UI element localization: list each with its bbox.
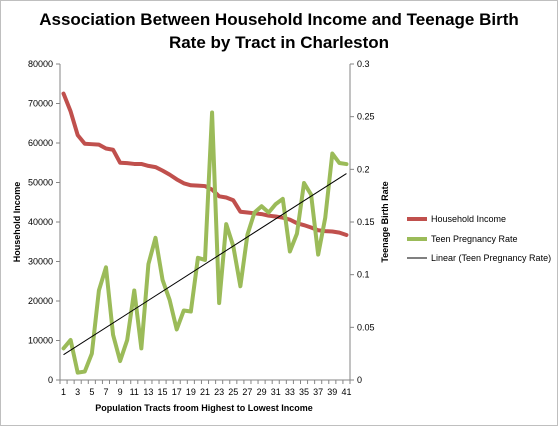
x-tick-label: 35 xyxy=(299,387,309,397)
y-left-tick-label: 70000 xyxy=(28,99,53,109)
x-tick-label: 29 xyxy=(257,387,267,397)
legend-label-teen-pregnancy-rate: Teen Pregnancy Rate xyxy=(431,234,518,244)
x-tick-label: 5 xyxy=(89,387,94,397)
x-tick-label: 19 xyxy=(186,387,196,397)
x-tick-label: 3 xyxy=(75,387,80,397)
y-left-tick-label: 60000 xyxy=(28,138,53,148)
y-left-tick-label: 80000 xyxy=(28,59,53,69)
y-axis-right-title: Teenage Birth Rate xyxy=(380,181,390,262)
x-tick-label: 21 xyxy=(200,387,210,397)
y-right-tick-label: 0.05 xyxy=(357,322,375,332)
y-right-tick-label: 0.2 xyxy=(357,164,370,174)
y-left-tick-label: 50000 xyxy=(28,178,53,188)
x-tick-label: 25 xyxy=(228,387,238,397)
y-left-tick-label: 20000 xyxy=(28,296,53,306)
x-tick-label: 37 xyxy=(313,387,323,397)
legend: Household Income Teen Pregnancy Rate Lin… xyxy=(407,214,551,263)
series-line-household-income xyxy=(61,91,349,238)
x-tick-label: 13 xyxy=(143,387,153,397)
y-right-tick-label: 0.3 xyxy=(357,59,370,69)
plot-area: 0 10000 20000 30000 40000 50000 60000 70000 8000… xyxy=(28,59,375,397)
x-tick-label: 23 xyxy=(214,387,224,397)
y-right-tick-label: 0.1 xyxy=(357,270,370,280)
y-left-tick-label: 10000 xyxy=(28,336,53,346)
x-tick-label: 9 xyxy=(118,387,123,397)
y-axis-left-title: Household Income xyxy=(12,182,22,263)
x-tick-label: 1 xyxy=(61,387,66,397)
x-tick-label: 27 xyxy=(242,387,252,397)
y-right-tick-label: 0.15 xyxy=(357,217,375,227)
x-tick-label: 15 xyxy=(158,387,168,397)
x-tick-label: 7 xyxy=(103,387,108,397)
legend-label-household-income: Household Income xyxy=(431,214,506,224)
x-tick-label: 39 xyxy=(327,387,337,397)
y-left-tick-label: 30000 xyxy=(28,257,53,267)
trendline-teen-pregnancy-rate xyxy=(63,173,347,356)
chart-title-line-2: Rate by Tract in Charleston xyxy=(169,33,389,52)
chart-title-line-1: Association Between Household Income and… xyxy=(39,10,519,29)
x-tick-label: 41 xyxy=(341,387,351,397)
x-tick-label: 33 xyxy=(285,387,295,397)
y-left-tick-label: 0 xyxy=(48,375,53,385)
x-axis-title: Population Tracts froom Highest to Lowes… xyxy=(95,403,313,413)
x-tick-label: 17 xyxy=(172,387,182,397)
legend-label-linear-trend: Linear (Teen Pregnancy Rate) xyxy=(431,253,551,263)
x-tick-label: 31 xyxy=(271,387,281,397)
y-left-tick-label: 40000 xyxy=(28,217,53,227)
y-right-tick-label: 0.25 xyxy=(357,112,375,122)
series-line-teen-pregnancy-rate xyxy=(61,110,349,375)
y-right-tick-label: 0 xyxy=(357,375,362,385)
x-tick-label: 11 xyxy=(130,387,139,397)
